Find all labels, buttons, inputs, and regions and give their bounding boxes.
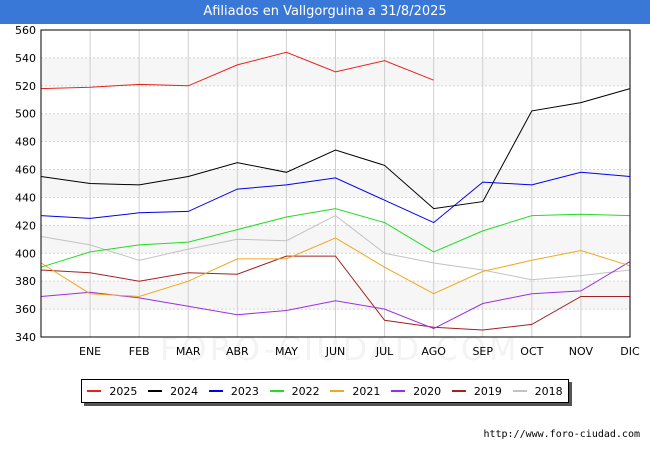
series-lines (40, 51, 631, 331)
legend-label: 2021 (352, 384, 381, 398)
legend-swatch (512, 390, 527, 392)
legend-item-2022: 2022 (269, 384, 320, 398)
y-tick-label: 540 (15, 52, 36, 65)
y-axis-ticks: 340 360 380 400 420 440 460 480 500 520 540 560 (15, 24, 36, 344)
legend-swatch (208, 390, 223, 392)
legend-item-2020: 2020 (391, 385, 441, 398)
series-line-2019 (40, 255, 630, 331)
series-line-2021 (40, 237, 631, 298)
chart-title: Afiliados en Vallgorguina a 31/8/2025 (0, 0, 650, 24)
x-tick-label: SEP (472, 345, 493, 358)
legend-label: 2018 (534, 384, 563, 398)
x-tick-label: JUL (375, 345, 394, 358)
x-tick-label: FEB (129, 345, 150, 358)
legend-label: 2020 (413, 384, 442, 398)
line-chart: 340 360 380 400 420 440 460 480 500 520 540 560 ENE… (15, 24, 640, 358)
y-tick-label: 400 (15, 247, 36, 260)
series-line-2023 (40, 171, 631, 224)
legend-label: 2025 (109, 384, 138, 398)
x-tick-label: DIC (620, 345, 640, 358)
legend-item-2025: 2025 (87, 385, 137, 398)
legend-label: 2019 (473, 384, 502, 398)
x-tick-label: ABR (226, 345, 249, 358)
legend-swatch (87, 390, 102, 392)
series-line-2022 (40, 208, 631, 268)
legend: 2025 2024 2023 2022 2021 2020 2019 2018 (81, 379, 569, 403)
x-tick-label: ENE (79, 345, 101, 358)
y-tick-label: 440 (15, 191, 36, 204)
y-tick-label: 340 (15, 331, 36, 344)
plot-border (40, 29, 631, 338)
y-tick-label: 460 (15, 164, 36, 177)
x-tick-label: JUN (325, 345, 346, 358)
y-tick-label: 420 (15, 219, 36, 232)
legend-swatch (391, 390, 406, 392)
y-tick-label: 500 (15, 108, 36, 121)
plot-frame (40, 29, 631, 338)
watermark: FORO-CIUDAD.COM (160, 330, 520, 368)
x-tick-label: NOV (569, 345, 594, 358)
y-tick-label: 520 (15, 80, 36, 93)
legend-swatch (451, 390, 466, 392)
legend-item-2024: 2024 (148, 385, 198, 398)
x-tick-label: AGO (421, 345, 446, 358)
legend-item-2023: 2023 (208, 384, 259, 398)
y-tick-label: 360 (15, 303, 36, 316)
legend-swatch (148, 390, 163, 392)
x-tick-label: MAR (176, 345, 201, 358)
x-tick-label: OCT (520, 345, 543, 358)
series-line-2020 (40, 261, 631, 330)
y-tick-label: 560 (15, 24, 36, 37)
x-axis-ticks: ENE FEB MAR ABR MAY JUN JUL AGO SEP OCT NOV DIC (79, 345, 640, 358)
legend-label: 2022 (291, 384, 320, 398)
x-tick-label: MAY (275, 345, 298, 358)
series-line-2024 (40, 88, 631, 210)
legend-swatch (269, 390, 284, 392)
series-line-2018 (40, 215, 631, 281)
legend-swatch (330, 390, 345, 392)
legend-item-2021: 2021 (330, 385, 380, 398)
legend-item-2018: 2018 (512, 384, 563, 398)
source-url: http://www.foro-ciudad.com (483, 429, 640, 440)
y-tick-label: 480 (15, 136, 36, 149)
legend-label: 2024 (170, 384, 199, 398)
series-line-2025 (40, 51, 434, 90)
legend-label: 2023 (230, 384, 259, 398)
legend-item-2019: 2019 (451, 384, 502, 398)
y-tick-label: 380 (15, 275, 36, 288)
